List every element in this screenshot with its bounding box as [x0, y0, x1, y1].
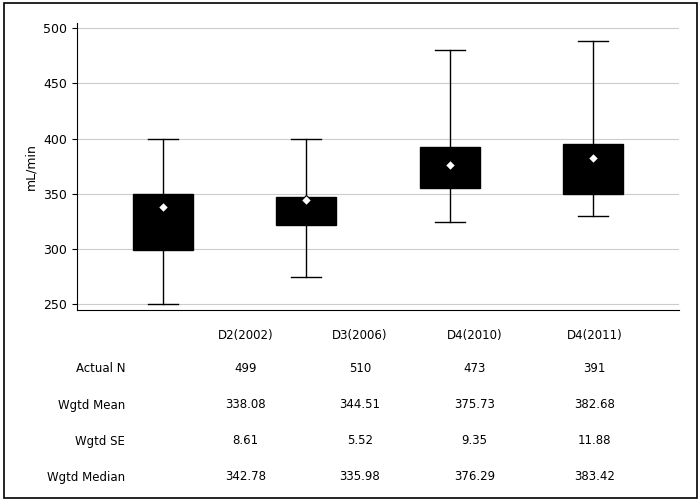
Text: Wgtd Median: Wgtd Median	[47, 470, 125, 484]
Text: D4(2011): D4(2011)	[567, 330, 622, 342]
Text: 5.52: 5.52	[347, 434, 373, 448]
Text: 382.68: 382.68	[574, 398, 615, 411]
Text: 342.78: 342.78	[225, 470, 266, 484]
Text: 391: 391	[584, 362, 606, 376]
PathPatch shape	[419, 148, 480, 188]
Text: 335.98: 335.98	[340, 470, 380, 484]
PathPatch shape	[133, 194, 193, 250]
Text: D4(2010): D4(2010)	[447, 330, 502, 342]
Text: 376.29: 376.29	[454, 470, 495, 484]
Text: 510: 510	[349, 362, 371, 376]
Text: Wgtd SE: Wgtd SE	[76, 434, 125, 448]
Text: D3(2006): D3(2006)	[332, 330, 388, 342]
Text: 375.73: 375.73	[454, 398, 495, 411]
Text: 9.35: 9.35	[461, 434, 487, 448]
PathPatch shape	[563, 144, 623, 194]
Text: 8.61: 8.61	[232, 434, 258, 448]
Text: 338.08: 338.08	[225, 398, 266, 411]
Text: 473: 473	[463, 362, 486, 376]
PathPatch shape	[276, 197, 337, 225]
Text: 383.42: 383.42	[574, 470, 615, 484]
Text: 499: 499	[234, 362, 257, 376]
Text: 344.51: 344.51	[340, 398, 380, 411]
Text: Actual N: Actual N	[76, 362, 125, 376]
Text: 11.88: 11.88	[578, 434, 612, 448]
Text: D2(2002): D2(2002)	[218, 330, 274, 342]
Text: Wgtd Mean: Wgtd Mean	[58, 398, 125, 411]
Y-axis label: mL/min: mL/min	[25, 143, 38, 190]
